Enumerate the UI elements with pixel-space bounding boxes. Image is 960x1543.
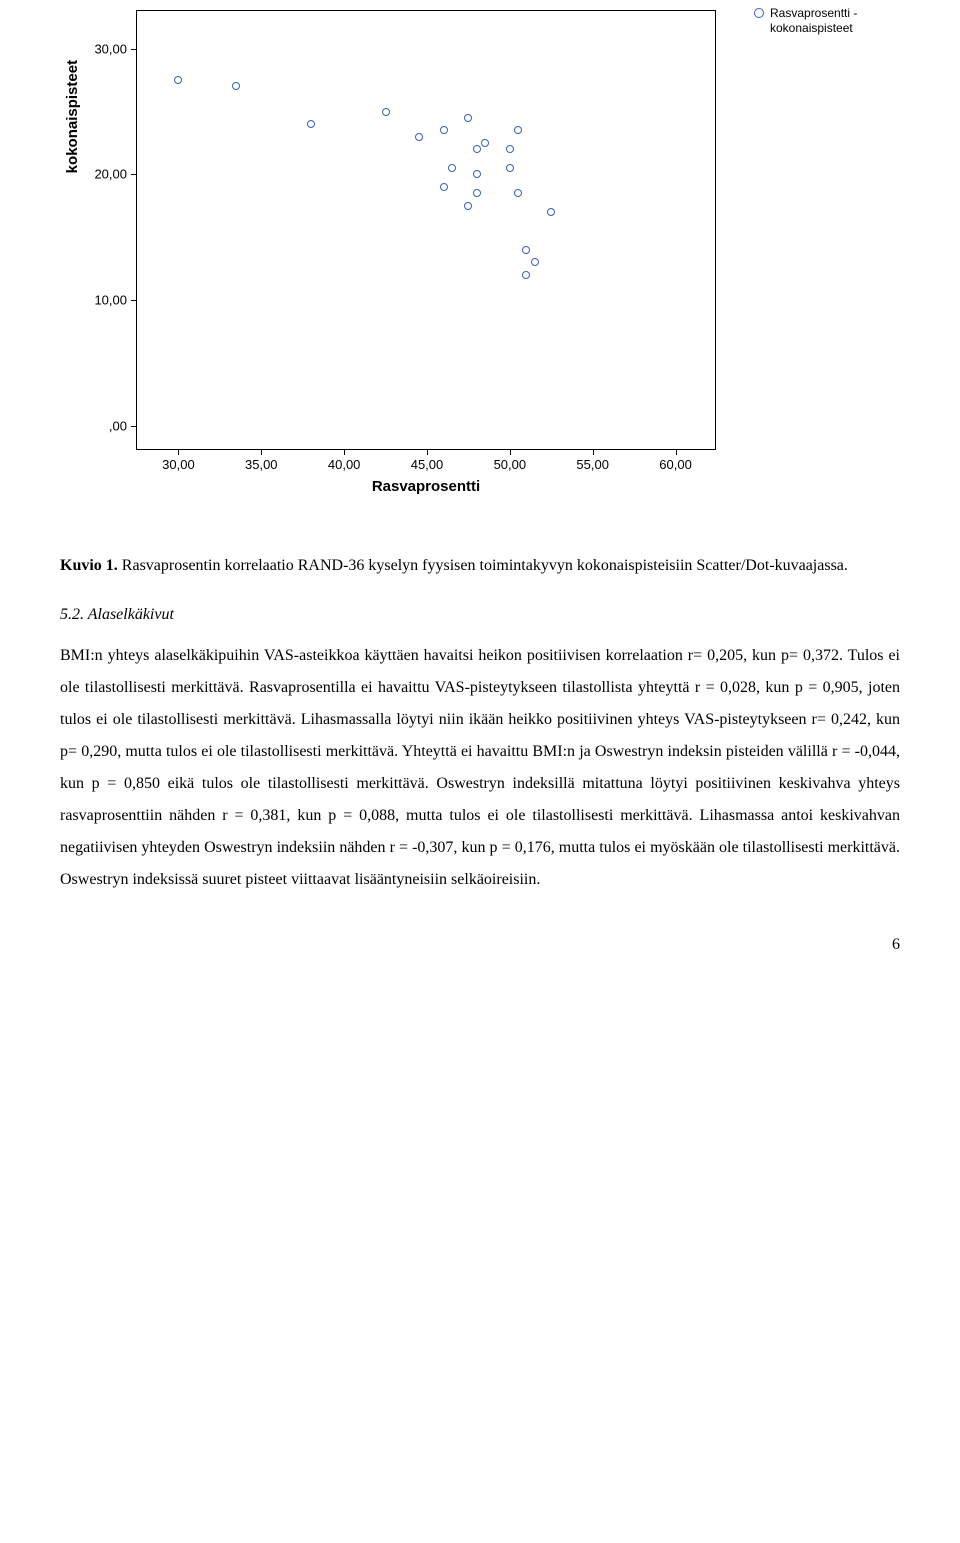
scatter-point	[440, 126, 448, 134]
figure-caption: Kuvio 1. Rasvaprosentin korrelaatio RAND…	[60, 550, 900, 582]
scatter-point	[464, 202, 472, 210]
section-heading: 5.2. Alaselkäkivut	[60, 606, 900, 624]
page-number: 6	[60, 936, 900, 954]
x-tick	[344, 449, 345, 455]
x-tick	[178, 449, 179, 455]
scatter-point	[514, 126, 522, 134]
scatter-chart: kokonaispisteet Rasvaprosentti 30,00 35,0…	[60, 0, 900, 520]
scatter-point	[307, 120, 315, 128]
x-tick	[676, 449, 677, 455]
section-number: 5.2.	[60, 606, 84, 623]
x-tick	[427, 449, 428, 455]
legend-marker-icon	[754, 8, 764, 18]
scatter-point	[464, 114, 472, 122]
x-tick-label: 35,00	[245, 457, 278, 472]
scatter-point	[440, 183, 448, 191]
y-tick	[131, 426, 137, 427]
x-axis-title: Rasvaprosentti	[372, 478, 480, 495]
scatter-point	[522, 246, 530, 254]
body-paragraph: BMI:n yhteys alaselkäkipuihin VAS-asteik…	[60, 640, 900, 896]
y-tick	[131, 300, 137, 301]
x-tick-label: 30,00	[162, 457, 195, 472]
scatter-point	[473, 145, 481, 153]
scatter-point	[531, 258, 539, 266]
y-tick	[131, 174, 137, 175]
chart-legend: Rasvaprosentti - kokonaispisteet	[754, 6, 900, 36]
figure-caption-label: Kuvio 1.	[60, 557, 118, 574]
scatter-point	[448, 164, 456, 172]
legend-label: Rasvaprosentti - kokonaispisteet	[770, 6, 900, 36]
y-tick-label: 20,00	[94, 167, 127, 182]
y-axis-title: kokonaispisteet	[64, 60, 81, 173]
figure-caption-text: Rasvaprosentin korrelaatio RAND-36 kysel…	[122, 557, 848, 574]
x-tick-label: 50,00	[494, 457, 527, 472]
x-tick-label: 45,00	[411, 457, 444, 472]
scatter-point	[506, 145, 514, 153]
y-tick	[131, 49, 137, 50]
scatter-point	[473, 189, 481, 197]
y-tick-label: 30,00	[94, 41, 127, 56]
x-tick	[510, 449, 511, 455]
scatter-point	[232, 82, 240, 90]
scatter-point	[506, 164, 514, 172]
scatter-point	[522, 271, 530, 279]
chart-plot-area: kokonaispisteet Rasvaprosentti 30,0035,0…	[136, 10, 716, 450]
x-tick	[593, 449, 594, 455]
x-tick	[261, 449, 262, 455]
y-tick-label: ,00	[109, 418, 127, 433]
x-tick-label: 40,00	[328, 457, 361, 472]
scatter-point	[415, 133, 423, 141]
scatter-point	[473, 170, 481, 178]
scatter-point	[382, 108, 390, 116]
scatter-point	[481, 139, 489, 147]
scatter-point	[547, 208, 555, 216]
section-title: Alaselkäkivut	[88, 606, 174, 623]
x-tick-label: 60,00	[659, 457, 692, 472]
x-tick-label: 55,00	[576, 457, 609, 472]
scatter-point	[174, 76, 182, 84]
scatter-point	[514, 189, 522, 197]
y-tick-label: 10,00	[94, 293, 127, 308]
